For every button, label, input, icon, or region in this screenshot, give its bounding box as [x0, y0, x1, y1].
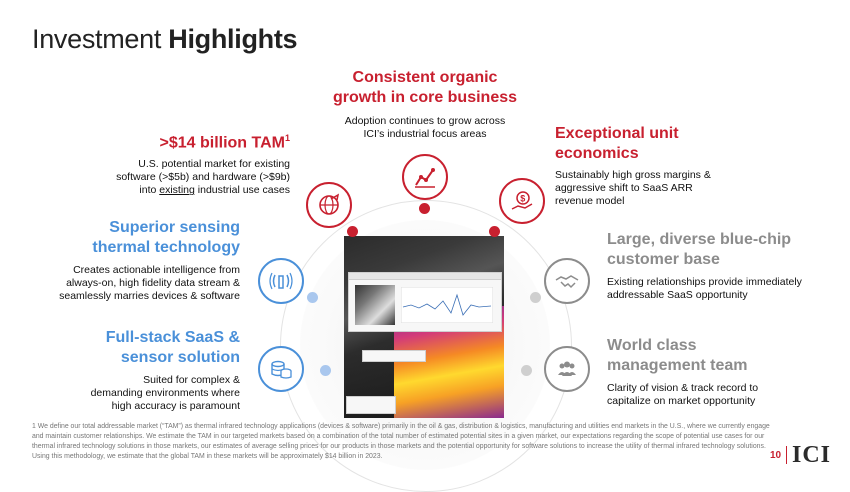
svg-text:$: $: [520, 194, 525, 204]
software-toolbar: [362, 350, 426, 362]
customer-heading-line1: Large, diverse blue-chip: [607, 231, 792, 248]
growth-block: Consistent organic growth in core busine…: [300, 68, 550, 141]
footnote: 1 We define our total addressable market…: [32, 423, 770, 460]
unit-economics-dot: [489, 226, 500, 237]
customer-body-line2: addressable SaaS opportunity: [607, 289, 748, 301]
customer-block: Large, diverse blue-chip customer base E…: [607, 230, 837, 302]
sensing-body-line3: seamlessly marries devices & software: [59, 290, 240, 302]
growth-body-line2: ICI’s industrial focus areas: [363, 128, 487, 140]
growth-dot: [419, 203, 430, 214]
page-number: 10: [770, 450, 782, 461]
unit-economics-block: Exceptional unit economics Sustainably h…: [555, 124, 775, 208]
management-dot: [521, 365, 532, 376]
tam-footnote-marker: 1: [284, 133, 290, 143]
management-block: World class management team Clarity of v…: [607, 336, 827, 408]
sensing-body-line1: Creates actionable intelligence from: [73, 264, 240, 276]
saas-block: Full-stack SaaS & sensor solution Suited…: [40, 328, 240, 413]
wireless-sensor-icon: [258, 258, 304, 304]
tam-body-line3-underlined: existing: [159, 184, 195, 197]
sensing-dot: [307, 292, 318, 303]
tam-body-line1: U.S. potential market for existing: [138, 158, 290, 171]
globe-icon: [306, 182, 352, 228]
management-body-line2: capitalize on market opportunity: [607, 395, 756, 407]
tam-block: >$14 billion TAM1 U.S. potential market …: [80, 128, 290, 197]
software-window-bar: [349, 273, 501, 280]
management-heading-line1: World class: [607, 337, 697, 354]
handshake-icon: [544, 258, 590, 304]
software-window: [348, 272, 502, 332]
customer-dot: [530, 292, 541, 303]
tam-body-line3-pre: into: [139, 184, 160, 197]
unit-economics-body-line2: aggressive shift to SaaS ARR: [555, 182, 693, 194]
tam-body-line3: into existing industrial use cases: [80, 184, 290, 197]
management-body-line1: Clarity of vision & track record to: [607, 382, 759, 394]
customer-body-line1: Existing relationships provide immediate…: [607, 276, 802, 288]
dollar-hand-icon: $: [499, 178, 545, 224]
title-bold: Highlights: [168, 24, 298, 54]
growth-heading-line1: Consistent organic: [352, 69, 498, 86]
saas-heading-line1: Full-stack SaaS &: [105, 329, 240, 346]
tam-body-line3-post: industrial use cases: [194, 184, 290, 197]
sensing-block: Superior sensing thermal technology Crea…: [40, 218, 240, 303]
software-thumbnail: [355, 285, 395, 325]
page-title: Investment Highlights: [32, 24, 298, 55]
software-footer-panel: [346, 396, 396, 414]
unit-economics-heading-line1: Exceptional unit: [555, 125, 679, 142]
tam-heading-text: >$14 billion TAM: [159, 134, 285, 152]
sensing-body-line2: always-on, high fidelity data stream &: [66, 277, 240, 289]
growth-heading-line2: growth in core business: [332, 89, 518, 106]
customer-heading-line2: customer base: [607, 251, 720, 268]
growth-chart-icon: [402, 154, 448, 200]
ici-logo: ICI: [792, 442, 832, 468]
sensing-heading-line1: Superior sensing: [109, 219, 240, 236]
unit-economics-heading-line2: economics: [555, 145, 639, 162]
unit-economics-body-line3: revenue model: [555, 195, 625, 207]
sensing-heading-line2: thermal technology: [92, 239, 240, 256]
unit-economics-body-line1: Sustainably high gross margins &: [555, 169, 711, 181]
saas-heading-line2: sensor solution: [120, 349, 240, 366]
product-screenshot: [344, 236, 504, 418]
saas-body-line3: high accuracy is paramount: [111, 400, 240, 412]
saas-dot: [320, 365, 331, 376]
saas-body-line2: demanding environments where: [90, 387, 240, 399]
tam-dot: [347, 226, 358, 237]
database-icon: [258, 346, 304, 392]
management-heading-line2: management team: [607, 357, 748, 374]
logo-divider: [786, 446, 787, 464]
title-regular: Investment: [32, 24, 169, 54]
software-trend-chart: [401, 287, 493, 323]
saas-body-line1: Suited for complex &: [143, 374, 240, 386]
team-icon: [544, 346, 590, 392]
tam-body-line2: software (>$5b) and hardware (>$9b): [116, 171, 290, 184]
growth-body-line1: Adoption continues to grow across: [344, 115, 506, 127]
tam-heading: >$14 billion TAM1: [80, 128, 290, 153]
